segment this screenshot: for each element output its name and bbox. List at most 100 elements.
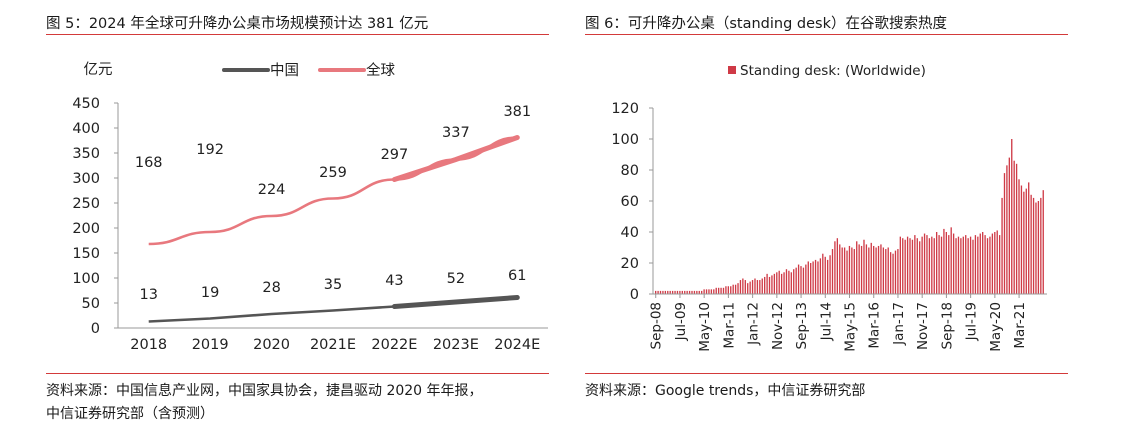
bar: [998, 235, 1001, 294]
bar: [766, 273, 768, 294]
bar: [764, 276, 766, 294]
legend-swatch-standing-desk: [728, 66, 736, 74]
data-label-global: 297: [381, 147, 409, 163]
bar: [916, 238, 918, 294]
x-tick-label: Sep-08: [649, 302, 665, 350]
bar: [1013, 160, 1015, 294]
bar: [1025, 188, 1027, 294]
x-tick-label: Sep-18: [939, 302, 955, 350]
bar: [812, 261, 814, 294]
figure-5-panel: 图 5：2024 年全球可升降办公桌市场规模预计达 381 亿元 亿元 中国 全球 0…: [46, 0, 550, 446]
bar: [1003, 173, 1006, 294]
bar: [841, 247, 843, 294]
bar: [938, 235, 940, 294]
bar: [671, 290, 674, 294]
x-tick-label: 2022E: [371, 337, 417, 353]
bar: [681, 290, 683, 294]
bar: [899, 236, 901, 294]
bar: [856, 241, 858, 294]
bar: [771, 275, 773, 294]
bar: [911, 239, 914, 294]
y-tick-label: 150: [72, 246, 100, 262]
bar: [655, 290, 657, 294]
bar: [684, 290, 686, 294]
x-tick-label: May-20: [988, 302, 1004, 352]
bar: [952, 233, 955, 294]
bar: [1037, 201, 1040, 294]
bar: [698, 290, 700, 294]
x-tick-label: 2019: [192, 337, 229, 353]
bar: [851, 247, 853, 294]
bar: [972, 239, 974, 294]
x-tick-label: Mar-11: [721, 302, 737, 349]
x-tick-label: Nov-12: [770, 302, 786, 350]
x-tick-label: Jan-17: [891, 302, 907, 346]
y-tick-label: 20: [621, 256, 639, 272]
bar: [1015, 163, 1018, 294]
bar: [780, 273, 783, 294]
bar: [759, 280, 761, 294]
bar: [921, 236, 923, 294]
bar: [848, 245, 851, 294]
legend-label-china: 中国: [270, 62, 299, 79]
x-tick-label: 2018: [130, 337, 167, 353]
title-rule: [585, 34, 1068, 35]
bar: [691, 290, 693, 294]
bar: [974, 235, 977, 294]
y-tick-label: 100: [72, 271, 100, 287]
bar: [914, 235, 916, 294]
bar: [713, 289, 715, 294]
bar: [826, 259, 829, 294]
bar: [1040, 197, 1042, 294]
bar: [715, 287, 717, 294]
bar: [739, 280, 742, 294]
y-tick-label: 250: [72, 196, 100, 212]
bar: [1032, 197, 1035, 294]
bar: [926, 235, 928, 294]
bar: [1011, 139, 1013, 294]
bar: [810, 263, 812, 294]
bar: [727, 286, 729, 294]
bar: [839, 244, 841, 294]
data-label-global: 259: [319, 165, 347, 181]
bar: [737, 283, 739, 294]
x-tick-label: Jul-19: [964, 302, 980, 341]
bar: [659, 290, 662, 294]
bar: [783, 272, 785, 294]
data-label-global: 337: [442, 125, 470, 141]
bar: [969, 236, 972, 294]
bar: [923, 233, 926, 294]
search-trend-bar-chart: Standing desk: (Worldwide) 0 20 40 60 80 100 12…: [611, 63, 1047, 352]
bar: [945, 232, 948, 294]
bar: [979, 233, 981, 294]
bar: [935, 232, 938, 294]
bar: [708, 289, 710, 294]
x-tick-label: Nov-17: [915, 302, 931, 350]
x-tick-label: Sep-13: [794, 302, 810, 350]
y-tick-label: 100: [611, 132, 639, 148]
bar: [829, 255, 831, 294]
bar: [795, 267, 797, 294]
x-tick-label: 2020: [253, 337, 290, 353]
bar: [679, 290, 681, 294]
bar: [814, 259, 817, 294]
bar: [928, 238, 931, 294]
bar: [1006, 165, 1008, 294]
figure-6-panel: 图 6：可升降办公桌（standing desk）在谷歌搜索热度 Standin…: [585, 0, 1069, 446]
bar: [747, 283, 749, 294]
title-rule: [46, 34, 549, 35]
bar: [996, 230, 998, 294]
bar: [788, 270, 790, 294]
series-forecast-china: [391, 295, 520, 309]
bar: [957, 236, 960, 294]
legend-label-global: 全球: [366, 61, 395, 79]
y-tick-label: 40: [621, 225, 639, 241]
x-tick-label: Jul-14: [818, 302, 834, 341]
bar: [664, 290, 667, 294]
bar: [853, 249, 855, 294]
figure-6-title: 图 6：可升降办公桌（standing desk）在谷歌搜索热度: [585, 16, 947, 32]
bar: [875, 247, 877, 294]
x-tick-label: 2024E: [494, 337, 540, 353]
data-label-global: 192: [196, 142, 224, 158]
bar: [834, 241, 836, 294]
